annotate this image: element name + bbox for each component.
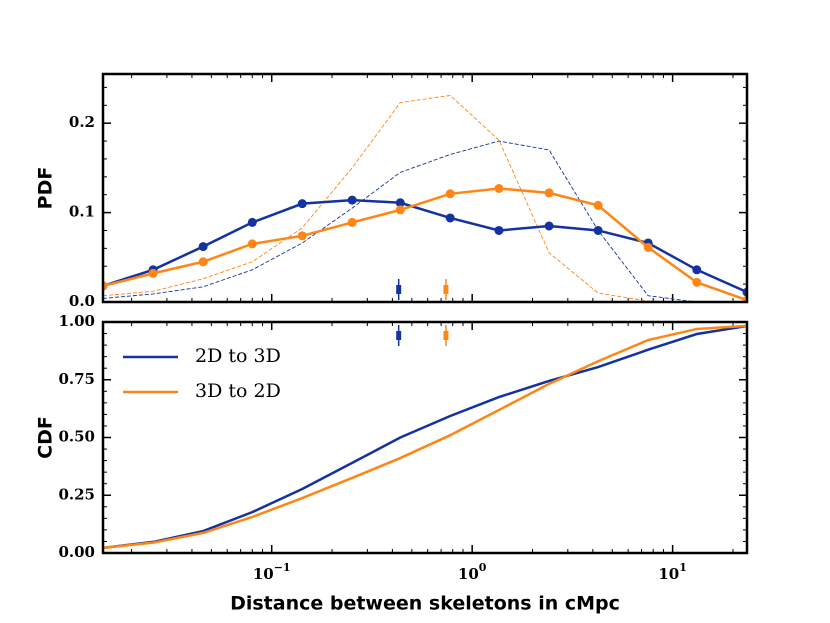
series-group bbox=[103, 94, 747, 302]
y-tick-label: 0.2 bbox=[69, 113, 95, 131]
point bbox=[494, 183, 504, 193]
series-line bbox=[103, 187, 747, 302]
point bbox=[544, 221, 554, 231]
y-tick-label: 0.0 bbox=[69, 292, 95, 310]
point bbox=[544, 188, 554, 198]
series-line bbox=[103, 140, 747, 302]
point bbox=[148, 268, 158, 278]
point bbox=[494, 225, 504, 235]
median-marker-core bbox=[443, 285, 449, 294]
axes-frame bbox=[101, 320, 749, 555]
x-tick-label: 101 bbox=[658, 561, 687, 583]
y-axis-label: PDF bbox=[35, 167, 57, 210]
point bbox=[643, 242, 653, 252]
point bbox=[593, 200, 603, 210]
point bbox=[247, 239, 257, 249]
point bbox=[445, 189, 455, 199]
point bbox=[247, 217, 257, 227]
point bbox=[297, 199, 307, 209]
median-marker-core bbox=[396, 285, 402, 294]
y-tick-label: 0.00 bbox=[58, 543, 95, 561]
tick-exponent: −1 bbox=[274, 561, 291, 574]
tick-base: 10 bbox=[253, 565, 274, 583]
y-axis-label: CDF bbox=[35, 416, 57, 459]
point bbox=[692, 277, 702, 287]
tick-base: 10 bbox=[458, 565, 479, 583]
tick-base: 10 bbox=[658, 565, 679, 583]
point bbox=[198, 257, 208, 267]
point bbox=[347, 195, 357, 205]
x-tick-label: 100 bbox=[458, 561, 487, 583]
series-group bbox=[103, 324, 747, 550]
tick-exponent: 0 bbox=[479, 561, 487, 574]
point bbox=[395, 205, 405, 215]
point bbox=[692, 265, 702, 275]
axes-frame bbox=[101, 72, 749, 304]
point bbox=[198, 242, 208, 252]
y-tick-label: 0.1 bbox=[69, 203, 95, 221]
legend-label: 2D to 3D bbox=[195, 345, 281, 367]
y-tick-label: 0.75 bbox=[58, 370, 95, 388]
x-tick-label: 10−1 bbox=[253, 561, 291, 583]
series-line bbox=[103, 324, 747, 550]
point bbox=[297, 231, 307, 241]
y-tick-label: 0.25 bbox=[58, 485, 95, 503]
panel: 0.0 0.1 0.2 PDF bbox=[35, 72, 749, 310]
tick-exponent: 1 bbox=[679, 561, 687, 574]
point bbox=[347, 217, 357, 227]
median-marker-core bbox=[396, 331, 402, 340]
point bbox=[593, 225, 603, 235]
point bbox=[445, 213, 455, 223]
x-axis-label: Distance between skeletons in cMpc bbox=[230, 593, 620, 615]
series-line bbox=[103, 94, 747, 302]
point bbox=[395, 198, 405, 208]
median-marker-core bbox=[443, 331, 449, 340]
y-tick-label: 0.50 bbox=[58, 428, 95, 446]
y-tick-label: 1.00 bbox=[58, 312, 95, 330]
legend-label: 3D to 2D bbox=[195, 380, 281, 402]
series-line bbox=[103, 324, 747, 550]
